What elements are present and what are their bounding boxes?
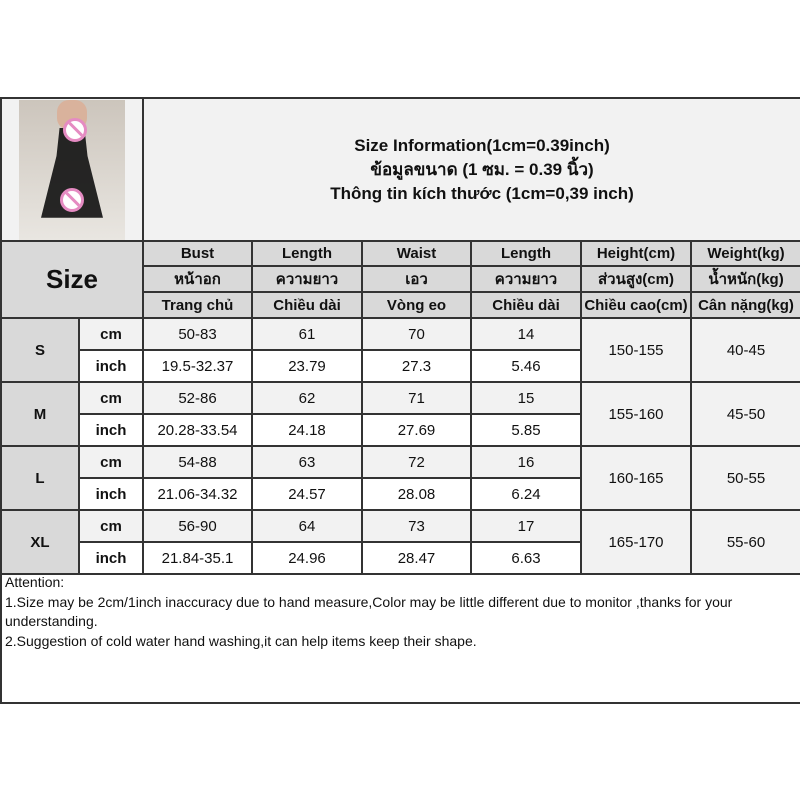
measurement-cell: 27.3 — [361, 349, 472, 383]
unit-label: inch — [78, 477, 144, 511]
censor-icon — [63, 117, 87, 142]
measurement-cell: 72 — [361, 445, 472, 479]
col-header-thai: ส่วนสูง(cm) — [580, 265, 692, 293]
col-header-vietnamese: Chiều dài — [251, 291, 363, 319]
measurement-cell: 5.85 — [470, 413, 582, 447]
table-row: inch 21.84-35.1 24.96 28.47 6.63 — [1, 541, 800, 575]
col-header: Waist — [361, 240, 472, 267]
measurement-cell: 28.47 — [361, 541, 472, 575]
measurement-cell: 15 — [470, 381, 582, 415]
measurement-cell: 54-88 — [142, 445, 253, 479]
size-info-title: Size Information(1cm=0.39inch) ข้อมูลขนา… — [141, 97, 800, 242]
size-label: M — [0, 381, 80, 447]
measurement-cell: 24.96 — [251, 541, 363, 575]
col-header-vietnamese: Cân nặng(kg) — [689, 291, 800, 319]
measurement-cell: 5.46 — [470, 349, 582, 383]
unit-label: cm — [78, 381, 144, 415]
measurement-cell: 19.5-32.37 — [142, 349, 253, 383]
unit-label: inch — [78, 413, 144, 447]
unit-label: inch — [78, 541, 144, 575]
col-header-thai: ความยาว — [251, 265, 363, 293]
size-label: XL — [0, 509, 80, 575]
size-header: Size — [0, 240, 144, 319]
unit-label: cm — [78, 445, 144, 479]
title-vietnamese: Thông tin kích thước (1cm=0,39 inch) — [330, 183, 634, 203]
measurement-cell: 21.06-34.32 — [142, 477, 253, 511]
height-cell: 165-170 — [580, 509, 692, 575]
unit-label: cm — [78, 317, 144, 351]
col-header: Length — [470, 240, 582, 267]
title-english: Size Information(1cm=0.39inch) — [354, 135, 610, 155]
col-header-vietnamese: Vòng eo — [361, 291, 472, 319]
measurement-cell: 56-90 — [142, 509, 253, 543]
censor-icon — [60, 187, 84, 212]
size-chart-table: Size Information(1cm=0.39inch) ข้อมูลขนา… — [0, 97, 800, 575]
weight-cell: 50-55 — [689, 445, 800, 511]
col-header: Bust — [142, 240, 253, 267]
measurement-cell: 64 — [251, 509, 363, 543]
size-label: S — [0, 317, 80, 383]
col-header-thai: ความยาว — [470, 265, 582, 293]
title-thai: ข้อมูลขนาด (1 ซม. = 0.39 นิ้ว) — [370, 159, 594, 179]
measurement-cell: 73 — [361, 509, 472, 543]
measurement-cell: 61 — [251, 317, 363, 351]
unit-label: cm — [78, 509, 144, 543]
measurement-cell: 24.18 — [251, 413, 363, 447]
measurement-cell: 21.84-35.1 — [142, 541, 253, 575]
attention-note-2: 2.Suggestion of cold water hand washing,… — [5, 632, 477, 649]
table-row: inch 19.5-32.37 23.79 27.3 5.46 — [1, 349, 800, 383]
attention-notes: Attention: 1.Size may be 2cm/1inch inacc… — [0, 572, 800, 704]
height-cell: 160-165 — [580, 445, 692, 511]
measurement-cell: 16 — [470, 445, 582, 479]
unit-label: inch — [78, 349, 144, 383]
attention-heading: Attention: — [5, 574, 65, 590]
measurement-cell: 14 — [470, 317, 582, 351]
height-cell: 155-160 — [580, 381, 692, 447]
table-row: XL cm 56-90 64 73 17 165-170 55-60 — [0, 509, 800, 575]
col-header-vietnamese: Chiều cao(cm) — [580, 291, 692, 319]
col-header: Weight(kg) — [689, 240, 800, 267]
measurement-cell: 28.08 — [361, 477, 472, 511]
measurement-cell: 62 — [251, 381, 363, 415]
col-header: Height(cm) — [580, 240, 692, 267]
measurement-cell: 23.79 — [251, 349, 363, 383]
col-header-thai: เอว — [361, 265, 472, 293]
col-header-vietnamese: Chiều dài — [470, 291, 582, 319]
height-cell: 150-155 — [580, 317, 692, 383]
table-row: inch 21.06-34.32 24.57 28.08 6.24 — [1, 477, 800, 511]
measurement-cell: 63 — [251, 445, 363, 479]
weight-cell: 40-45 — [689, 317, 800, 383]
col-header: Length — [251, 240, 363, 267]
col-header-thai: หน้าอก — [142, 265, 253, 293]
measurement-cell: 6.63 — [470, 541, 582, 575]
measurement-cell: 17 — [470, 509, 582, 543]
measurement-cell: 20.28-33.54 — [142, 413, 253, 447]
col-header-thai: น้ำหนัก(kg) — [689, 265, 800, 293]
product-photo — [19, 100, 125, 239]
measurement-cell: 50-83 — [142, 317, 253, 351]
measurement-cell: 24.57 — [251, 477, 363, 511]
col-header-vietnamese: Trang chủ — [142, 291, 253, 319]
weight-cell: 55-60 — [689, 509, 800, 575]
attention-note-1: 1.Size may be 2cm/1inch inaccuracy due t… — [5, 593, 733, 630]
size-label: L — [0, 445, 80, 511]
measurement-cell: 70 — [361, 317, 472, 351]
product-photo-cell — [0, 97, 144, 242]
table-row: inch 20.28-33.54 24.18 27.69 5.85 — [1, 413, 800, 447]
measurement-cell: 27.69 — [361, 413, 472, 447]
measurement-cell: 6.24 — [470, 477, 582, 511]
measurement-cell: 52-86 — [142, 381, 253, 415]
weight-cell: 45-50 — [689, 381, 800, 447]
measurement-cell: 71 — [361, 381, 472, 415]
